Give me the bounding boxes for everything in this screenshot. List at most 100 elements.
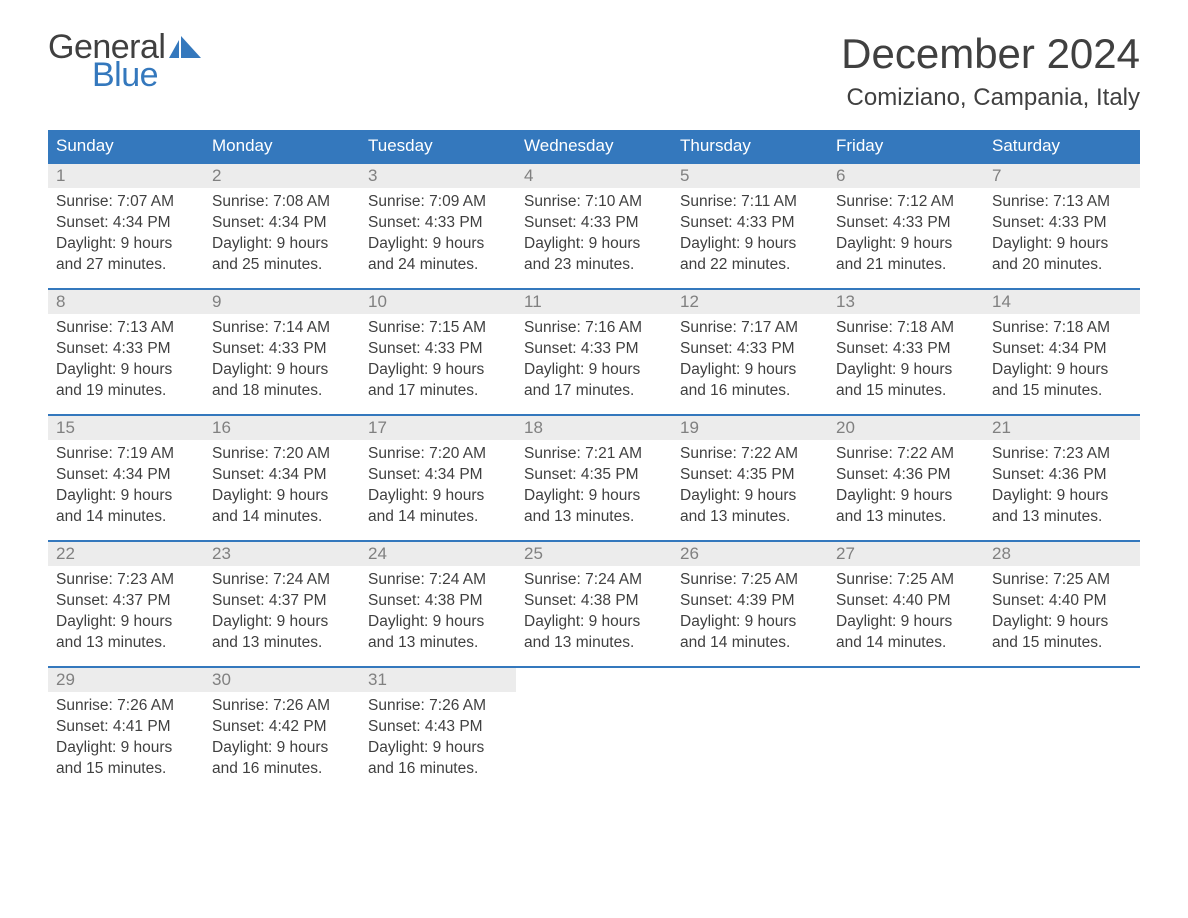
day-cell: 29Sunrise: 7:26 AMSunset: 4:41 PMDayligh… <box>48 668 204 792</box>
week-row: 22Sunrise: 7:23 AMSunset: 4:37 PMDayligh… <box>48 540 1140 666</box>
day-header: Thursday <box>672 130 828 162</box>
day-number: 11 <box>516 290 672 314</box>
day-cell: 3Sunrise: 7:09 AMSunset: 4:33 PMDaylight… <box>360 164 516 288</box>
day-d1: Daylight: 9 hours <box>212 738 352 759</box>
day-number: 3 <box>360 164 516 188</box>
day-number: 21 <box>984 416 1140 440</box>
day-d2: and 20 minutes. <box>992 255 1132 276</box>
day-sunset: Sunset: 4:43 PM <box>368 717 508 738</box>
day-d1: Daylight: 9 hours <box>680 360 820 381</box>
day-sunrise: Sunrise: 7:25 AM <box>992 570 1132 591</box>
day-cell: 27Sunrise: 7:25 AMSunset: 4:40 PMDayligh… <box>828 542 984 666</box>
day-sunrise: Sunrise: 7:23 AM <box>56 570 196 591</box>
day-d1: Daylight: 9 hours <box>368 234 508 255</box>
day-d2: and 14 minutes. <box>56 507 196 528</box>
day-sunset: Sunset: 4:34 PM <box>56 465 196 486</box>
day-cell: 28Sunrise: 7:25 AMSunset: 4:40 PMDayligh… <box>984 542 1140 666</box>
day-d2: and 18 minutes. <box>212 381 352 402</box>
day-cell: 21Sunrise: 7:23 AMSunset: 4:36 PMDayligh… <box>984 416 1140 540</box>
day-header: Tuesday <box>360 130 516 162</box>
day-number: 15 <box>48 416 204 440</box>
day-header: Saturday <box>984 130 1140 162</box>
day-sunset: Sunset: 4:33 PM <box>368 339 508 360</box>
day-sunset: Sunset: 4:33 PM <box>836 339 976 360</box>
day-d1: Daylight: 9 hours <box>212 360 352 381</box>
day-sunset: Sunset: 4:34 PM <box>212 465 352 486</box>
day-d1: Daylight: 9 hours <box>680 612 820 633</box>
day-sunrise: Sunrise: 7:23 AM <box>992 444 1132 465</box>
day-sunset: Sunset: 4:40 PM <box>992 591 1132 612</box>
day-d2: and 13 minutes. <box>992 507 1132 528</box>
day-cell: 2Sunrise: 7:08 AMSunset: 4:34 PMDaylight… <box>204 164 360 288</box>
day-sunset: Sunset: 4:34 PM <box>212 213 352 234</box>
day-number: 2 <box>204 164 360 188</box>
day-number: 27 <box>828 542 984 566</box>
day-sunset: Sunset: 4:33 PM <box>524 339 664 360</box>
week-row: 8Sunrise: 7:13 AMSunset: 4:33 PMDaylight… <box>48 288 1140 414</box>
day-number: 8 <box>48 290 204 314</box>
day-cell: 7Sunrise: 7:13 AMSunset: 4:33 PMDaylight… <box>984 164 1140 288</box>
day-sunset: Sunset: 4:33 PM <box>368 213 508 234</box>
day-d1: Daylight: 9 hours <box>992 234 1132 255</box>
day-d1: Daylight: 9 hours <box>368 612 508 633</box>
day-number: 13 <box>828 290 984 314</box>
day-cell: 22Sunrise: 7:23 AMSunset: 4:37 PMDayligh… <box>48 542 204 666</box>
day-sunset: Sunset: 4:33 PM <box>992 213 1132 234</box>
day-d1: Daylight: 9 hours <box>680 234 820 255</box>
day-d2: and 13 minutes. <box>56 633 196 654</box>
day-d1: Daylight: 9 hours <box>524 612 664 633</box>
day-d1: Daylight: 9 hours <box>992 360 1132 381</box>
day-d2: and 14 minutes. <box>212 507 352 528</box>
day-d1: Daylight: 9 hours <box>212 486 352 507</box>
day-sunrise: Sunrise: 7:18 AM <box>836 318 976 339</box>
day-cell: 8Sunrise: 7:13 AMSunset: 4:33 PMDaylight… <box>48 290 204 414</box>
day-number: 14 <box>984 290 1140 314</box>
day-sunset: Sunset: 4:39 PM <box>680 591 820 612</box>
day-sunrise: Sunrise: 7:22 AM <box>836 444 976 465</box>
day-sunset: Sunset: 4:35 PM <box>680 465 820 486</box>
day-sunset: Sunset: 4:34 PM <box>56 213 196 234</box>
day-d2: and 17 minutes. <box>368 381 508 402</box>
day-sunset: Sunset: 4:41 PM <box>56 717 196 738</box>
day-cell: 12Sunrise: 7:17 AMSunset: 4:33 PMDayligh… <box>672 290 828 414</box>
day-cell: 5Sunrise: 7:11 AMSunset: 4:33 PMDaylight… <box>672 164 828 288</box>
week-row: 29Sunrise: 7:26 AMSunset: 4:41 PMDayligh… <box>48 666 1140 792</box>
day-d2: and 15 minutes. <box>992 381 1132 402</box>
day-sunrise: Sunrise: 7:24 AM <box>368 570 508 591</box>
day-cell <box>828 668 984 792</box>
day-number: 1 <box>48 164 204 188</box>
day-cell <box>516 668 672 792</box>
day-sunrise: Sunrise: 7:14 AM <box>212 318 352 339</box>
day-cell: 23Sunrise: 7:24 AMSunset: 4:37 PMDayligh… <box>204 542 360 666</box>
day-number: 18 <box>516 416 672 440</box>
day-sunset: Sunset: 4:34 PM <box>992 339 1132 360</box>
day-d1: Daylight: 9 hours <box>680 486 820 507</box>
day-sunrise: Sunrise: 7:22 AM <box>680 444 820 465</box>
weeks-container: 1Sunrise: 7:07 AMSunset: 4:34 PMDaylight… <box>48 162 1140 792</box>
day-number: 6 <box>828 164 984 188</box>
day-d2: and 13 minutes. <box>368 633 508 654</box>
day-number: 23 <box>204 542 360 566</box>
day-cell: 11Sunrise: 7:16 AMSunset: 4:33 PMDayligh… <box>516 290 672 414</box>
header: General Blue December 2024 Comiziano, Ca… <box>48 30 1140 112</box>
day-sunrise: Sunrise: 7:26 AM <box>56 696 196 717</box>
day-d2: and 16 minutes. <box>680 381 820 402</box>
day-d1: Daylight: 9 hours <box>56 360 196 381</box>
day-header-row: SundayMondayTuesdayWednesdayThursdayFrid… <box>48 130 1140 162</box>
week-row: 15Sunrise: 7:19 AMSunset: 4:34 PMDayligh… <box>48 414 1140 540</box>
day-sunrise: Sunrise: 7:20 AM <box>212 444 352 465</box>
day-header: Sunday <box>48 130 204 162</box>
day-d1: Daylight: 9 hours <box>56 612 196 633</box>
day-d2: and 21 minutes. <box>836 255 976 276</box>
day-sunset: Sunset: 4:33 PM <box>680 213 820 234</box>
day-sunrise: Sunrise: 7:25 AM <box>836 570 976 591</box>
day-d1: Daylight: 9 hours <box>368 486 508 507</box>
week-row: 1Sunrise: 7:07 AMSunset: 4:34 PMDaylight… <box>48 162 1140 288</box>
day-sunrise: Sunrise: 7:13 AM <box>56 318 196 339</box>
day-sunset: Sunset: 4:37 PM <box>212 591 352 612</box>
day-sunrise: Sunrise: 7:11 AM <box>680 192 820 213</box>
day-cell: 18Sunrise: 7:21 AMSunset: 4:35 PMDayligh… <box>516 416 672 540</box>
day-sunset: Sunset: 4:33 PM <box>212 339 352 360</box>
day-cell: 30Sunrise: 7:26 AMSunset: 4:42 PMDayligh… <box>204 668 360 792</box>
day-d1: Daylight: 9 hours <box>992 486 1132 507</box>
